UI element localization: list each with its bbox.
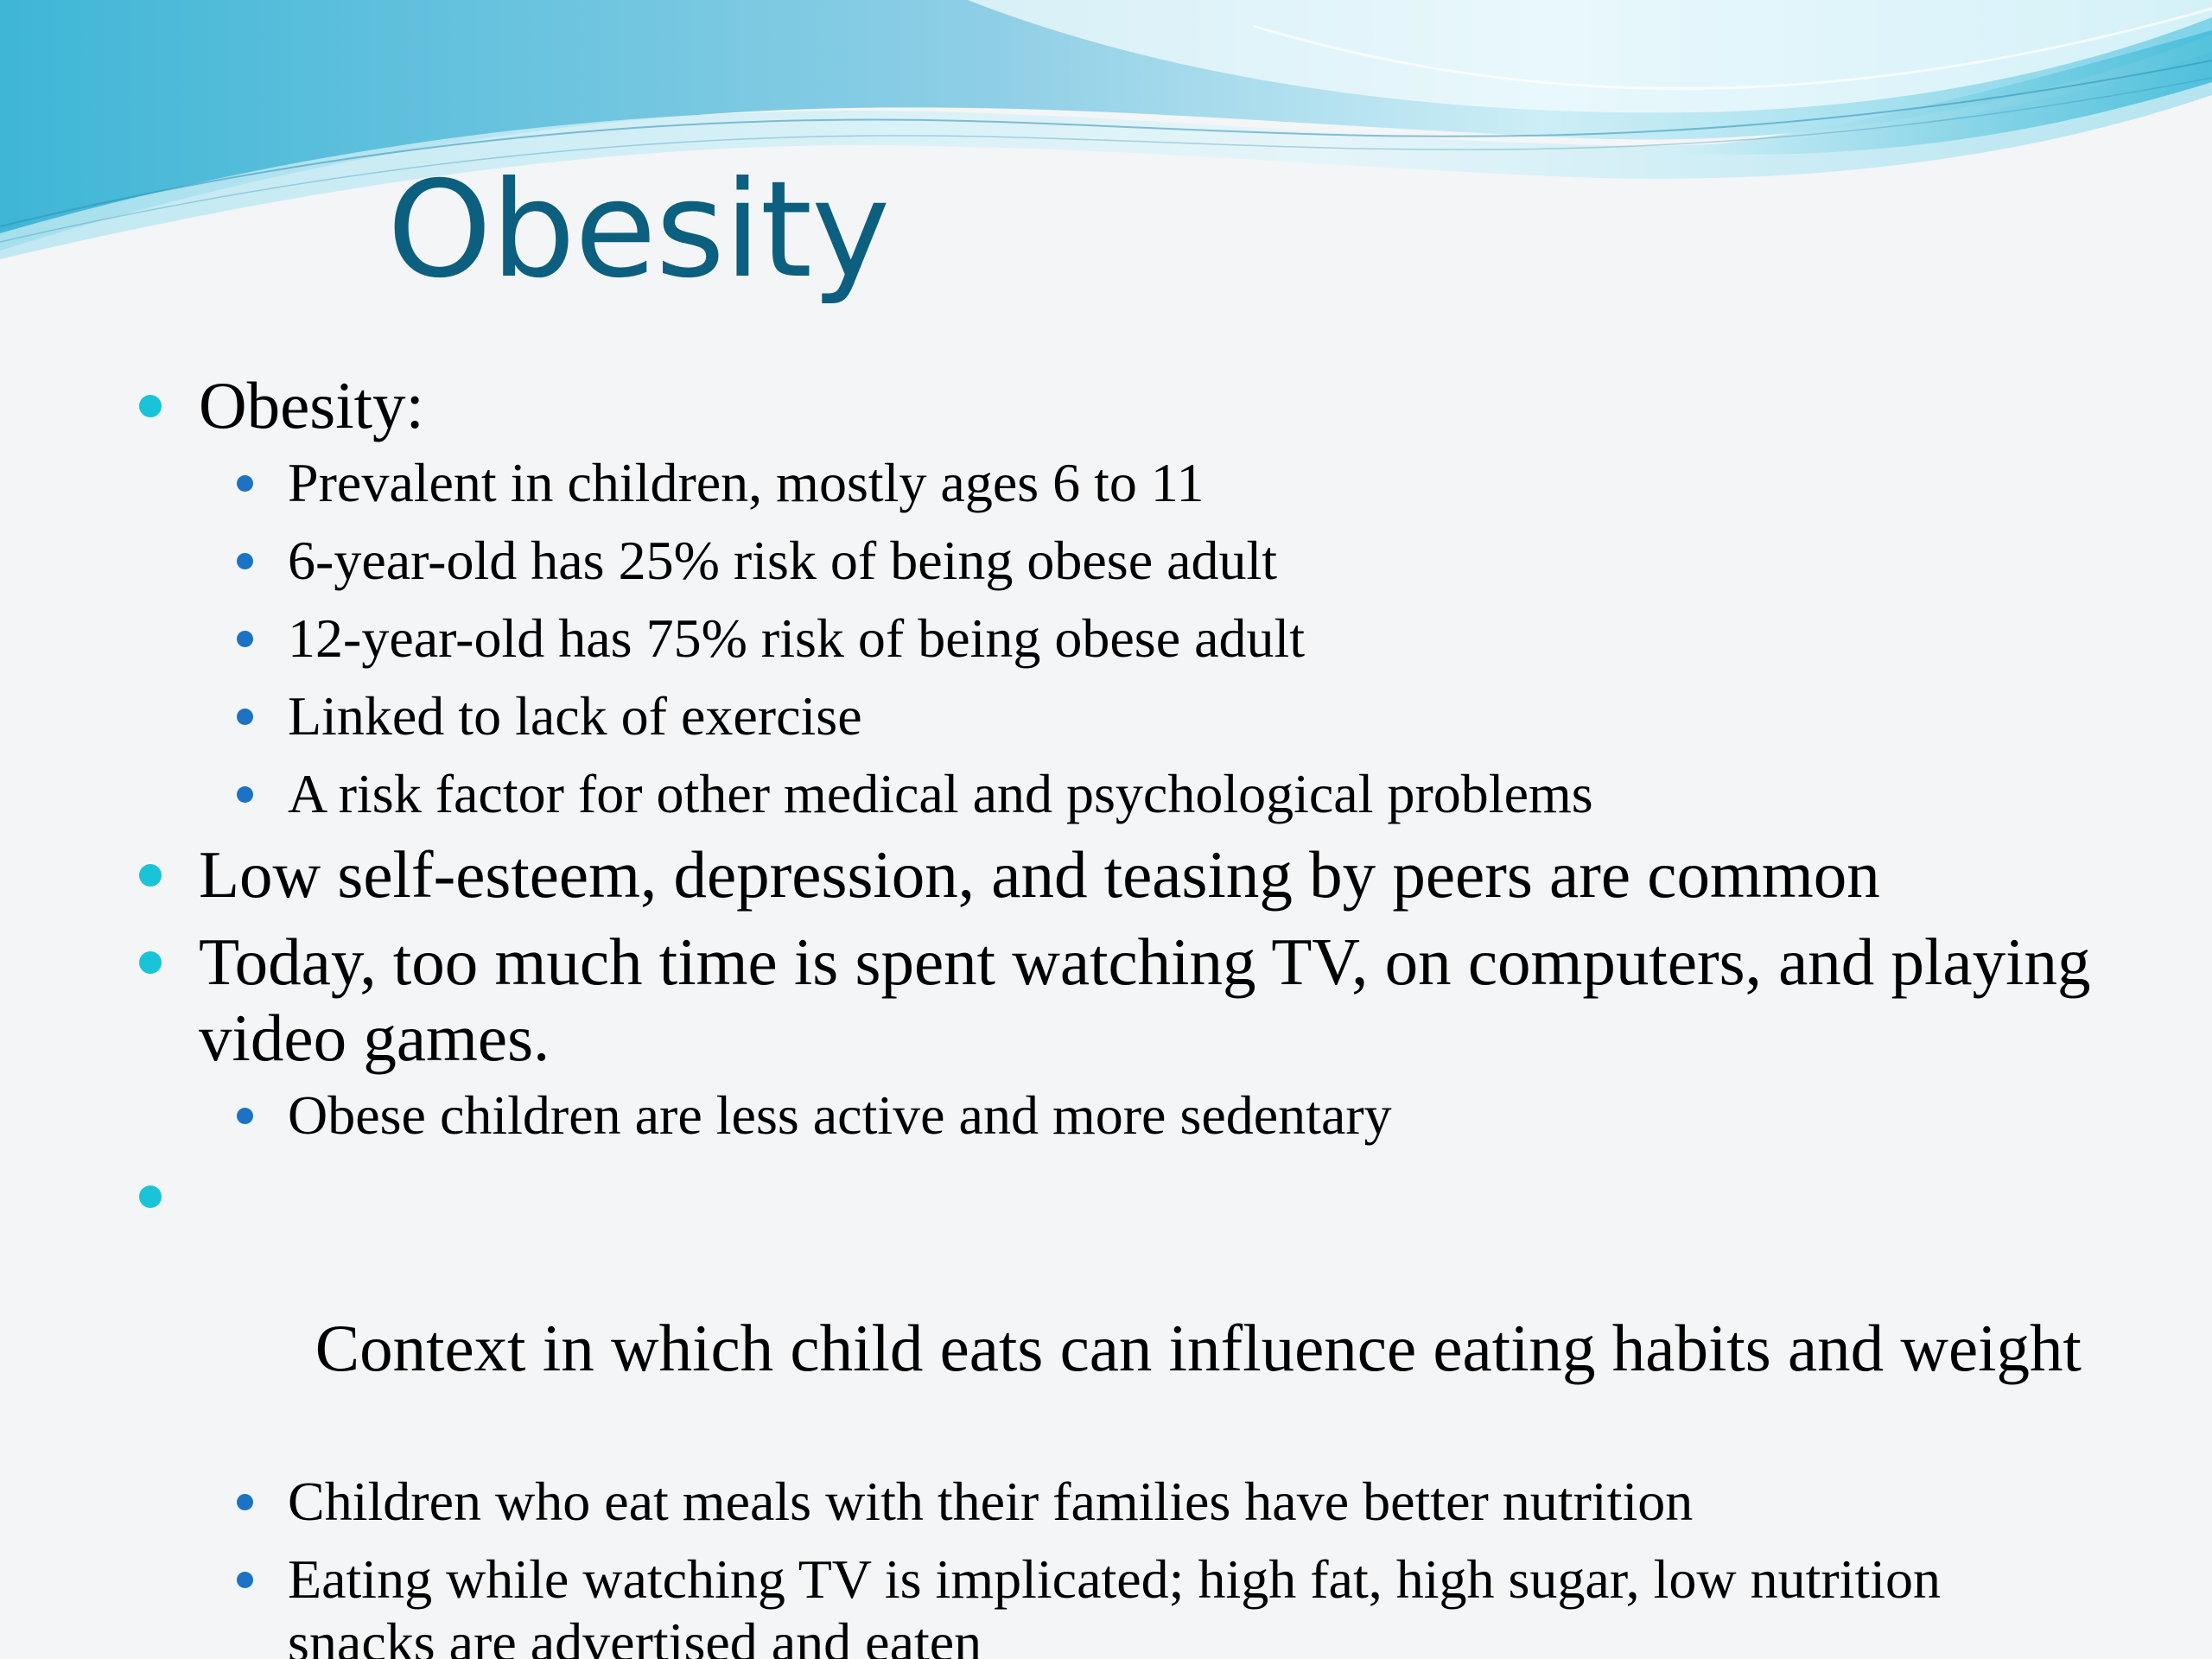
sub-bullet-item: A risk factor for other medical and psyc…: [130, 762, 2100, 825]
bullet-item: Today, too much time is spent watching T…: [130, 924, 2100, 1076]
sub-bullet-text: Children who eat meals with their famili…: [288, 1471, 1694, 1532]
sub-bullet-dot-icon: [237, 1108, 253, 1124]
sub-bullet-dot-icon: [237, 1494, 253, 1510]
sub-bullet-dot-icon: [237, 786, 253, 803]
bullet-dot-icon: [139, 864, 162, 887]
sub-bullet-text: 6-year-old has 25% risk of being obese a…: [288, 530, 1278, 591]
bullet-item: Obesity:: [130, 367, 2100, 443]
sub-bullet-item: Obese children are less active and more …: [130, 1084, 2100, 1147]
sub-bullet-text: 12-year-old has 75% risk of being obese …: [288, 607, 1306, 669]
bullet-text: Obesity:: [199, 368, 424, 442]
sub-bullet-text: Prevalent in children, mostly ages 6 to …: [288, 452, 1205, 513]
sub-bullet-item: Eating while watching TV is implicated; …: [130, 1548, 2100, 1659]
bullet-item: Low self-esteem, depression, and teasing…: [130, 836, 2100, 912]
sub-bullet-text: Obese children are less active and more …: [288, 1084, 1392, 1146]
sub-bullet-text: Linked to lack of exercise: [288, 685, 862, 747]
slide-title: Obesity: [387, 153, 890, 308]
wave-decoration: [0, 0, 2212, 259]
bullet-text: Low self-esteem, depression, and teasing…: [199, 837, 1880, 912]
sub-bullet-item: 6-year-old has 25% risk of being obese a…: [130, 529, 2100, 592]
sub-bullet-text: A risk factor for other medical and psyc…: [288, 763, 1593, 824]
bullet-dot-icon: [139, 1185, 162, 1208]
sub-bullet-dot-icon: [237, 631, 253, 647]
sub-bullet-item: Prevalent in children, mostly ages 6 to …: [130, 451, 2100, 514]
bullet-dot-icon: [139, 395, 162, 417]
bullet-text: Today, too much time is spent watching T…: [199, 925, 2091, 1075]
sub-bullet-item: 12-year-old has 75% risk of being obese …: [130, 607, 2100, 670]
bullet-list: Obesity: Prevalent in children, mostly a…: [130, 367, 2100, 1659]
bullet-item: Context in which child eats can influenc…: [130, 1158, 2100, 1462]
sub-bullet-item: Children who eat meals with their famili…: [130, 1470, 2100, 1533]
bullet-dot-icon: [139, 951, 162, 974]
sub-bullet-dot-icon: [237, 475, 253, 492]
sub-bullet-dot-icon: [237, 1572, 253, 1588]
bullet-text: Context in which child eats can influenc…: [298, 1311, 2082, 1385]
sub-bullet-dot-icon: [237, 709, 253, 725]
sub-bullet-dot-icon: [237, 553, 253, 569]
sub-bullet-item: Linked to lack of exercise: [130, 684, 2100, 747]
sub-bullet-text: Eating while watching TV is implicated; …: [288, 1548, 1941, 1659]
